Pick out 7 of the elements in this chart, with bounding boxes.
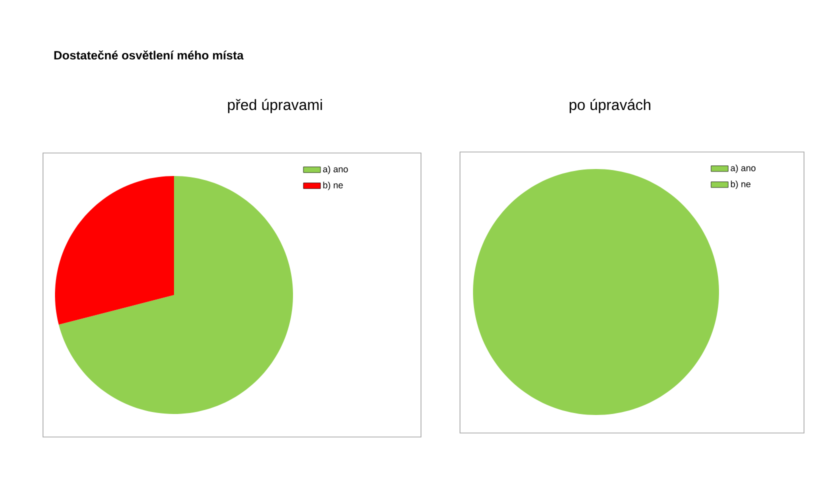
- legend-label: a) ano: [323, 166, 348, 174]
- chart-subtitle: před úpravami: [228, 98, 322, 114]
- chart-title: po úpravách: [570, 98, 650, 114]
- chart-title: Dostatečné osvětlení mého místa: [54, 50, 244, 60]
- legend-label: a) ano: [730, 164, 756, 174]
- legend-label: b) ne: [323, 182, 343, 190]
- legend-label: b) ne: [730, 180, 750, 190]
